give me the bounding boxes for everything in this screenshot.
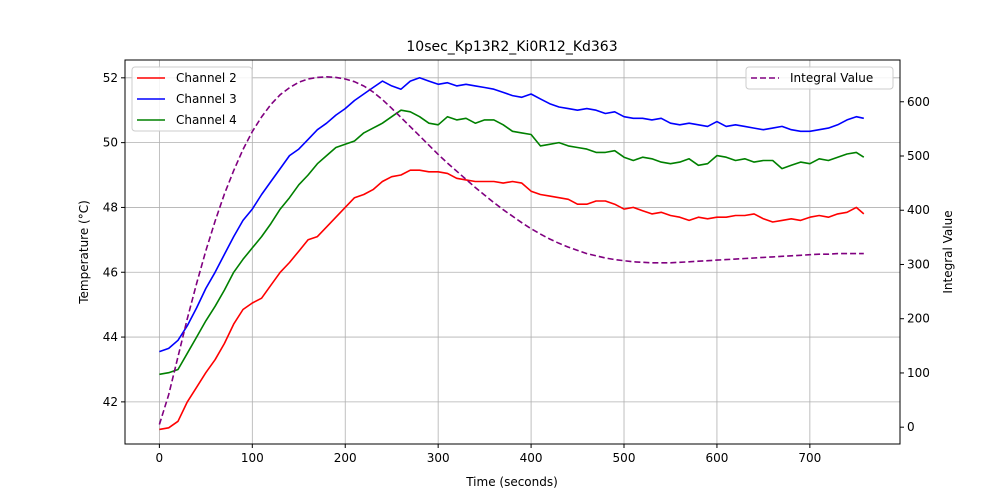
y-axis-right: 0 100 200 300 400 500 600: [900, 95, 930, 434]
legend-label: Integral Value: [790, 71, 873, 85]
grid: [125, 60, 900, 444]
series-line-channel-3: [159, 77, 864, 353]
y2-tick-label: 500: [907, 149, 930, 163]
legend-left: Channel 2 Channel 3 Channel 4: [131, 66, 253, 132]
y-tick-label: 46: [103, 265, 118, 279]
x-tick-label: 300: [427, 451, 450, 465]
y-axis-label: Temperature (°C): [77, 200, 91, 305]
chart-title: 10sec_Kp13R2_Ki0R12_Kd363: [406, 39, 617, 55]
y2-tick-label: 600: [907, 95, 930, 109]
x-tick-label: 200: [334, 451, 357, 465]
y2-tick-label: 200: [907, 312, 930, 326]
x-tick-label: 0: [156, 451, 164, 465]
y2-tick-label: 100: [907, 366, 930, 380]
x-tick-label: 600: [705, 451, 728, 465]
x-tick-label: 500: [613, 451, 636, 465]
legend-right-box: [745, 66, 894, 90]
x-tick-label: 100: [241, 451, 264, 465]
x-tick-label: 700: [798, 451, 821, 465]
y-tick-label: 44: [103, 330, 118, 344]
legend-right: Integral Value: [745, 66, 894, 90]
series-line-channel-4: [159, 109, 865, 376]
x-tick-label: 400: [520, 451, 543, 465]
x-axis: 0 100 200 300 400 500 600 700: [156, 444, 821, 465]
y2-tick-label: 400: [907, 203, 930, 217]
y-tick-label: 42: [103, 395, 118, 409]
series-line-integral-value: [158, 76, 864, 425]
y-tick-label: 48: [103, 200, 118, 214]
x-axis-label: Time (seconds): [465, 475, 558, 489]
y2-tick-label: 0: [907, 420, 915, 434]
y-tick-label: 50: [103, 136, 118, 150]
y-tick-label: 52: [103, 71, 118, 85]
legend-label: Channel 2: [176, 71, 237, 85]
y-axis-left: 42 44 46 48 50 52: [103, 71, 125, 409]
plot-frame: [124, 59, 901, 445]
y2-axis-label: Integral Value: [941, 210, 955, 293]
y2-tick-label: 300: [907, 257, 930, 271]
legend-label: Channel 4: [176, 113, 237, 127]
series-line-channel-2: [159, 169, 865, 431]
legend-label: Channel 3: [176, 92, 237, 106]
series-layer: [158, 76, 865, 431]
legend-left-box: [131, 66, 253, 132]
